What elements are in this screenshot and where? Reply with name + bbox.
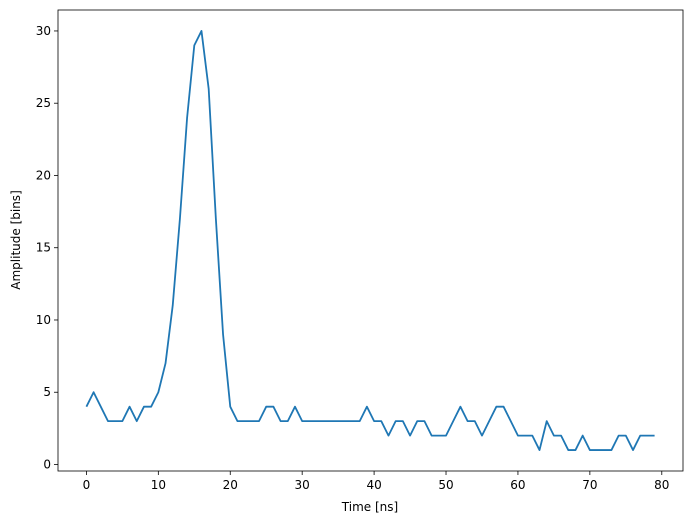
x-axis-label: Time [ns]	[341, 500, 398, 514]
y-tick-label: 15	[36, 241, 51, 255]
x-tick-label: 10	[151, 478, 166, 492]
x-tick-label: 20	[223, 478, 238, 492]
y-tick-label: 25	[36, 96, 51, 110]
y-axis-label: Amplitude [bins]	[9, 190, 23, 289]
y-tick-label: 20	[36, 168, 51, 182]
x-tick-label: 50	[438, 478, 453, 492]
y-tick-label: 30	[36, 24, 51, 38]
x-tick-label: 70	[582, 478, 597, 492]
y-tick-label: 0	[43, 457, 51, 471]
plot-frame	[57, 9, 684, 472]
x-tick-label: 80	[654, 478, 669, 492]
x-tick-label: 30	[295, 478, 310, 492]
data-line	[85, 30, 655, 451]
x-tick-label: 60	[510, 478, 525, 492]
y-tick-label: 5	[43, 385, 51, 399]
x-tick-label: 40	[366, 478, 381, 492]
x-tick-label: 0	[83, 478, 91, 492]
y-tick-label: 10	[36, 313, 51, 327]
